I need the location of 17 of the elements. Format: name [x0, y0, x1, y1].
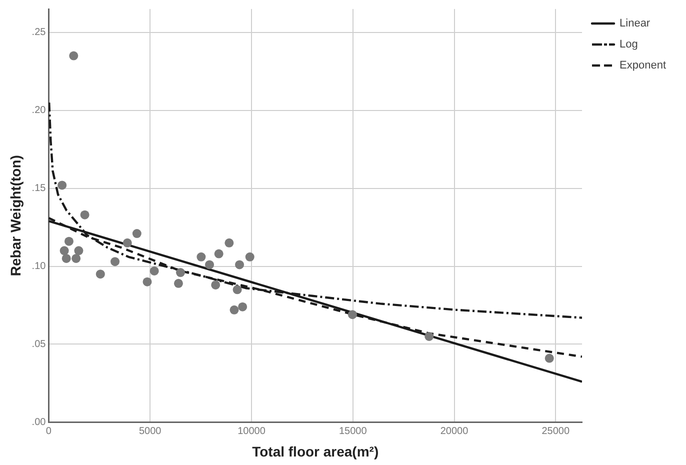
y-axis-title: Rebar Weight(ton): [7, 155, 24, 276]
legend-label: Log: [620, 38, 638, 51]
y-tick-label: .15: [32, 183, 46, 194]
x-tick-label: 10000: [238, 426, 266, 437]
y-tick-label: .25: [32, 27, 46, 38]
x-tick-label: 5000: [138, 426, 162, 437]
x-axis-title: Total floor area(m²): [252, 443, 379, 460]
x-tick-label: 15000: [338, 426, 368, 437]
y-tick-label: .00: [32, 416, 46, 428]
x-tick-label: 20000: [440, 426, 469, 437]
legend-label: Exponent: [620, 60, 666, 72]
x-tick-label: 0: [46, 426, 52, 437]
y-tick-label: .05: [32, 338, 46, 350]
y-tick-label: .20: [32, 105, 46, 116]
x-tick-label: 25000: [542, 426, 570, 437]
y-tick-label: .10: [32, 261, 46, 272]
legend-label: Linear: [620, 18, 650, 30]
